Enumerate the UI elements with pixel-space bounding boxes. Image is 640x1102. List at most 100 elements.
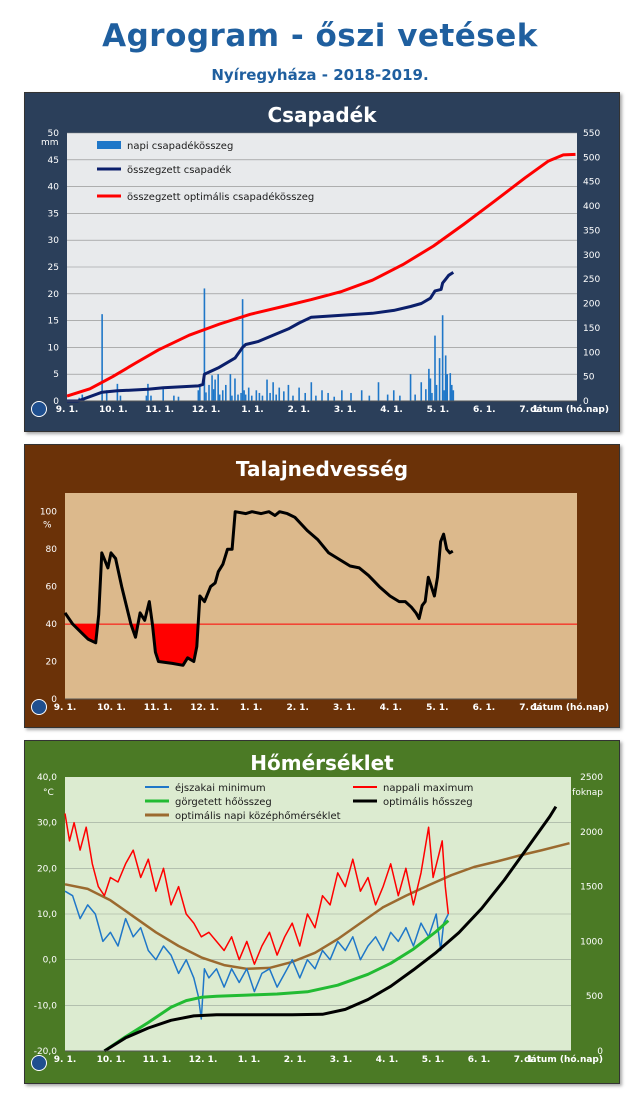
y-tick-label: 20,0 (37, 864, 57, 874)
daily-bar (221, 390, 224, 401)
daily-bar (214, 379, 216, 401)
daily-bar (197, 390, 200, 401)
y-axis-unit: °C (43, 788, 54, 798)
precipitation-panel: Csapadék 0 5 10 15 20 25 30 35 40 45 50 0 50 100 150 20… (24, 92, 620, 432)
daily-bar (145, 395, 148, 401)
deficit-area (65, 624, 453, 666)
y2-tick-label: 200 (583, 300, 600, 310)
daily-bar (177, 396, 180, 401)
daily-bar (420, 382, 423, 401)
daily-bar (429, 378, 432, 401)
legend-label: összegzett csapadék (127, 164, 232, 176)
y-tick-label: 40,0 (37, 773, 57, 783)
x-tick-label: 6. 1. (468, 1055, 491, 1065)
daily-bar (452, 390, 455, 401)
y-tick-label: 35 (48, 209, 59, 219)
daily-bar (258, 392, 261, 401)
daily-bar (203, 288, 206, 401)
y-tick-label: 0,0 (43, 956, 58, 966)
optimal-line (66, 152, 576, 398)
temperature-title: Hőmérséklet (250, 751, 394, 775)
daily-bar (81, 394, 84, 401)
daily-bar (428, 368, 430, 401)
daily-bar (435, 384, 438, 401)
x-tick-label: 3. 1. (330, 1055, 353, 1065)
y2-tick-label: 100 (583, 348, 600, 358)
y2-tick-label: 450 (583, 178, 600, 188)
daily-bar (377, 382, 380, 401)
daily-bar (434, 335, 436, 401)
y-axis-unit: % (43, 521, 52, 531)
daily-bar (399, 395, 401, 401)
daily-bar (261, 395, 264, 401)
daily-bar (162, 389, 164, 401)
y-tick-label: 30 (48, 236, 60, 246)
x-tick-label: 11. 1. (145, 405, 174, 415)
y-tick-label: 10,0 (37, 910, 57, 920)
daily-bar (272, 382, 274, 401)
soil-moisture-chart: 0 20 40 60 80 100% 9. 1. 10. 1. 11. 1. 12. 1. 1. 1… (40, 493, 609, 713)
daily-bar (278, 387, 281, 401)
daily-bar (350, 392, 352, 401)
daily-bar (266, 379, 268, 401)
daily-bar (243, 390, 245, 401)
x-tick-label: 10. 1. (99, 405, 128, 415)
y2-tick-label: 500 (583, 153, 600, 163)
y-tick-label: 20 (46, 658, 58, 668)
x-tick-label: 2. 1. (284, 1055, 307, 1065)
daily-bar (386, 394, 389, 401)
x-tick-label: 9. 1. (56, 405, 79, 415)
legend-label: nappali maximum (383, 783, 473, 794)
y-tick-label: 30,0 (37, 819, 57, 829)
x-tick-label: 1. 1. (241, 405, 263, 415)
x-tick-label: 3. 1. (333, 703, 356, 713)
daily-bar (275, 394, 277, 401)
max-temperature-line (64, 813, 450, 965)
y2-tick-label: 400 (583, 202, 600, 212)
daily-bar (240, 392, 242, 401)
soil-moisture-panel: Talajnedvesség 0 20 40 60 80 100% 9. 1. 10. 1. 1… (24, 444, 620, 728)
daily-bar (441, 315, 444, 401)
rolling-sum-line (103, 919, 450, 1053)
daily-bar (150, 395, 152, 401)
daily-bar (360, 390, 363, 401)
daily-bar (105, 390, 108, 401)
daily-bar (409, 374, 412, 401)
daily-bar (269, 392, 271, 401)
min-temperature-line (64, 890, 449, 1020)
x-tick-label: 12. 1. (189, 1055, 218, 1065)
x-axis-title: dátum (hó.nap) (530, 702, 609, 713)
page-title: Agrogram - őszi vetések (102, 18, 538, 54)
x-tick-label: 5. 1. (422, 1055, 445, 1065)
y-tick-label: 80 (46, 545, 58, 555)
precipitation-title: Csapadék (267, 103, 377, 127)
y-tick-label: 25 (48, 263, 59, 273)
daily-bar (304, 392, 307, 401)
daily-bar (205, 392, 207, 401)
soil-moisture-line (63, 510, 454, 667)
x-tick-label: 11. 1. (144, 703, 173, 713)
y-tick-label: -20,0 (34, 1047, 58, 1057)
x-tick-label: 2. 1. (286, 703, 309, 713)
logo-icon (31, 699, 47, 715)
daily-bar (211, 375, 213, 401)
daily-bar (321, 390, 323, 401)
daily-bar (217, 374, 219, 401)
y-tick-label: 40 (46, 620, 58, 630)
x-tick-label: 7. 1. (514, 1055, 537, 1065)
y-tick-label: 20 (48, 290, 60, 300)
daily-bar (234, 378, 236, 401)
daily-bar (116, 383, 119, 401)
daily-bar (310, 382, 313, 401)
y2-tick-label: 0 (583, 397, 589, 407)
x-tick-label: 10. 1. (97, 703, 126, 713)
daily-bar (425, 389, 427, 401)
x-tick-label: 7. 1. (519, 703, 542, 713)
y2-tick-label: 2000 (580, 828, 603, 838)
y2-tick-label: 1500 (580, 883, 603, 893)
daily-bar (392, 390, 395, 401)
temperature-chart: -20,0 -10,0 0,0 10,0 20,0 30,0 40,0 0 500 1000 150… (34, 773, 604, 1065)
daily-bar (101, 314, 103, 401)
y-tick-label: 45 (48, 156, 59, 166)
legend-swatch-bar (97, 141, 121, 149)
